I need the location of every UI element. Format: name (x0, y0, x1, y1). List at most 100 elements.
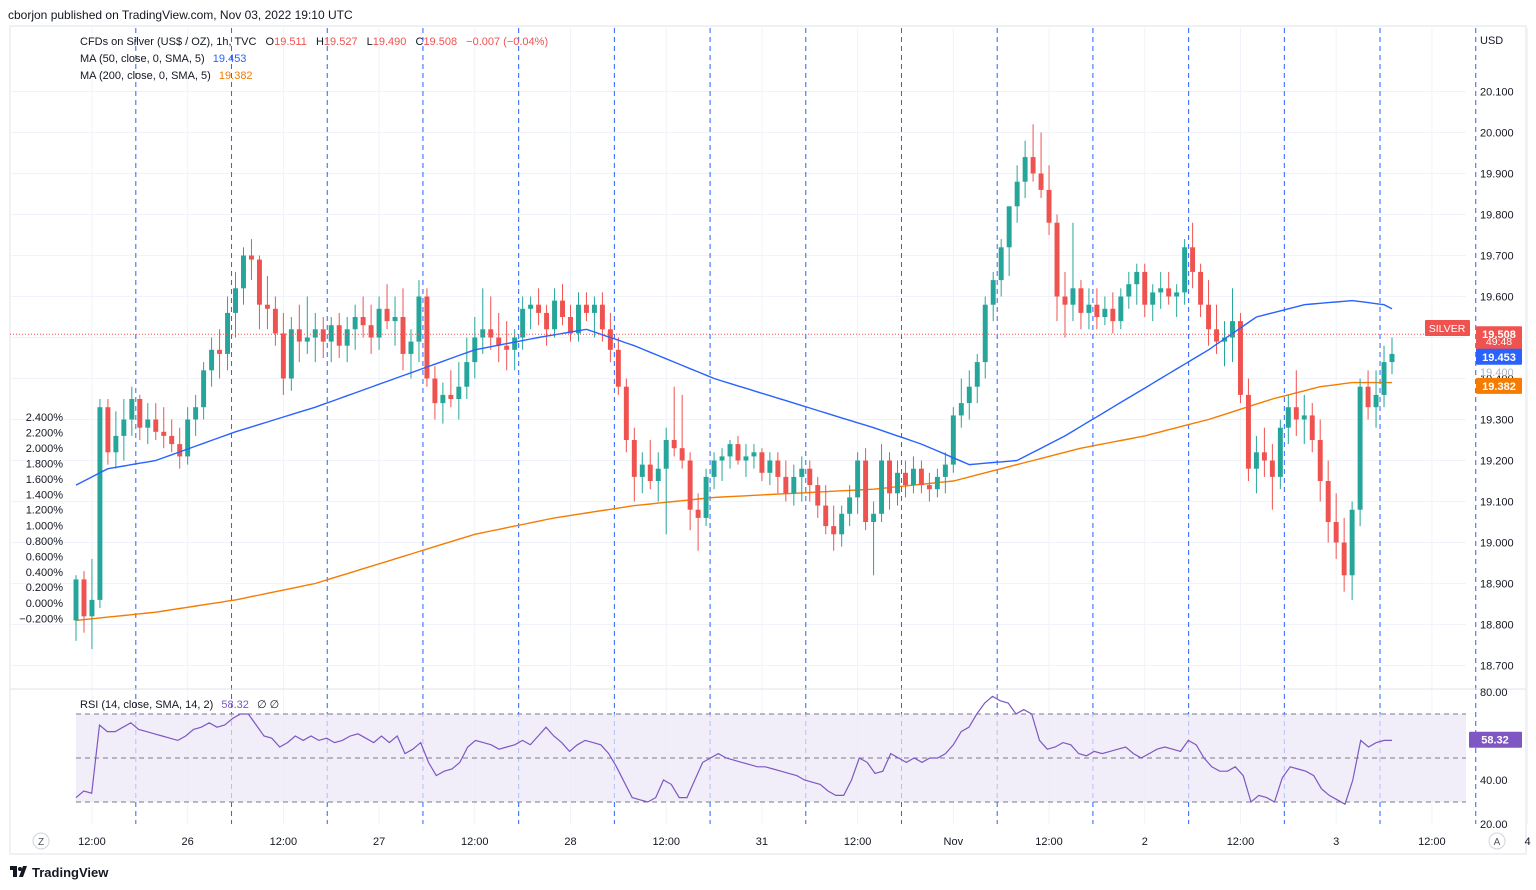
candle (1102, 296, 1108, 326)
legend-row-main[interactable]: CFDs on Silver (US$ / OZ), 1h, TVC O19.5… (80, 36, 548, 48)
time-tick-label: 31 (756, 836, 768, 848)
candle (256, 255, 262, 330)
time-tick-label: 27 (373, 836, 385, 848)
publisher-header: cborjon published on TradingView.com, No… (8, 8, 353, 22)
percent-tick-label: 0.600% (26, 551, 64, 563)
percent-tick-label: 1.400% (26, 490, 64, 502)
candle (695, 493, 701, 551)
candle (831, 505, 837, 551)
price-tick-label: 19.200 (1480, 456, 1514, 468)
rsi-series-line (75, 695, 1392, 806)
candle (488, 296, 494, 350)
tradingview-logo[interactable]: TradingView (10, 865, 109, 880)
candle (1245, 378, 1251, 481)
candle (887, 452, 892, 510)
price-tick-label: 19.000 (1480, 538, 1514, 550)
percent-tick-label: 1.600% (26, 474, 64, 486)
ma200-value: 19.382 (219, 70, 253, 82)
high-value: 19.527 (324, 36, 358, 48)
svg-text:58.32: 58.32 (1481, 735, 1509, 747)
candle (89, 558, 95, 650)
candle (121, 399, 127, 461)
candle (344, 317, 350, 363)
svg-text:19.453: 19.453 (1482, 352, 1516, 364)
percent-tick-label: 0.400% (26, 567, 64, 579)
candle (185, 407, 191, 465)
open-value: 19.511 (274, 36, 307, 48)
candle (1365, 370, 1371, 420)
candle (1206, 280, 1212, 346)
candle (576, 292, 581, 342)
candle (791, 464, 797, 506)
percent-tick-label: 1.000% (26, 520, 64, 532)
candle (105, 399, 111, 465)
candle (735, 435, 741, 465)
candle (392, 296, 398, 346)
percent-tick-label: 0.800% (26, 536, 64, 548)
candle (1054, 214, 1060, 322)
candle (81, 571, 87, 633)
candle (113, 411, 119, 469)
candle (799, 456, 805, 502)
percent-tick-label: 1.200% (26, 505, 64, 517)
candle (895, 460, 900, 506)
candle (352, 304, 358, 350)
candle (408, 329, 414, 379)
time-tick-label: 4 (1525, 836, 1531, 848)
candle (360, 296, 366, 338)
candle (942, 452, 948, 494)
candle (520, 296, 526, 350)
candle (639, 452, 645, 494)
candle (703, 468, 709, 527)
candle (1357, 378, 1363, 527)
candle (855, 452, 861, 514)
auto-scale-left-button[interactable]: Z (32, 832, 50, 850)
time-tick-label: Nov (944, 836, 964, 848)
candle (1317, 419, 1323, 502)
change-value: −0.007 (−0.04%) (466, 36, 548, 48)
ma50-series-line (75, 299, 1393, 486)
candle (504, 321, 510, 371)
candle (823, 485, 829, 535)
percent-axis[interactable]: −0.200% 0.000% 0.200% 0.400% 0.600% 0.800% 1.0… (19, 412, 63, 625)
candle (1277, 419, 1283, 490)
percent-tick-label: 1.800% (26, 458, 64, 470)
candle (1070, 222, 1076, 322)
rsi-tick-label: 20.00 (1480, 819, 1508, 831)
candle (934, 468, 940, 498)
candle (1174, 284, 1180, 317)
candle (1285, 394, 1291, 445)
candle (903, 460, 908, 498)
candle (1086, 288, 1092, 330)
legend-row-ma50[interactable]: MA (50, close, 0, SMA, 5) 19.453 (80, 53, 246, 65)
candle (1230, 288, 1235, 363)
candle (544, 304, 550, 346)
legend-row-ma200[interactable]: MA (200, close, 0, SMA, 5) 19.382 (80, 70, 253, 82)
candle (1142, 263, 1148, 317)
candle (711, 452, 717, 490)
price-tick-label: 19.800 (1480, 210, 1514, 222)
time-axis[interactable]: 12:00 26 12:00 27 12:00 28 12:00 31 12:00 Nov 12:0… (78, 836, 1530, 848)
candle (663, 427, 669, 535)
candle (623, 378, 629, 453)
svg-text:A: A (1494, 837, 1501, 848)
candle (1198, 263, 1204, 317)
candle (1293, 370, 1299, 436)
candle (280, 312, 286, 395)
svg-text:Z: Z (38, 837, 44, 848)
candle (1214, 304, 1220, 354)
candle (863, 448, 869, 531)
legend-row-rsi[interactable]: RSI (14, close, SMA, 14, 2) 58.32 ∅ ∅ (80, 699, 279, 711)
candle (1301, 394, 1307, 445)
rsi-tick-label: 80.00 (1480, 687, 1508, 699)
candle (400, 288, 406, 371)
candle (615, 337, 621, 395)
auto-scale-right-button[interactable]: A (1488, 832, 1506, 850)
time-tick-label: 12:00 (1418, 836, 1446, 848)
candle (1078, 280, 1084, 330)
time-tick-label: 12:00 (78, 836, 106, 848)
close-value: 19.508 (423, 36, 457, 48)
candle (496, 312, 502, 363)
